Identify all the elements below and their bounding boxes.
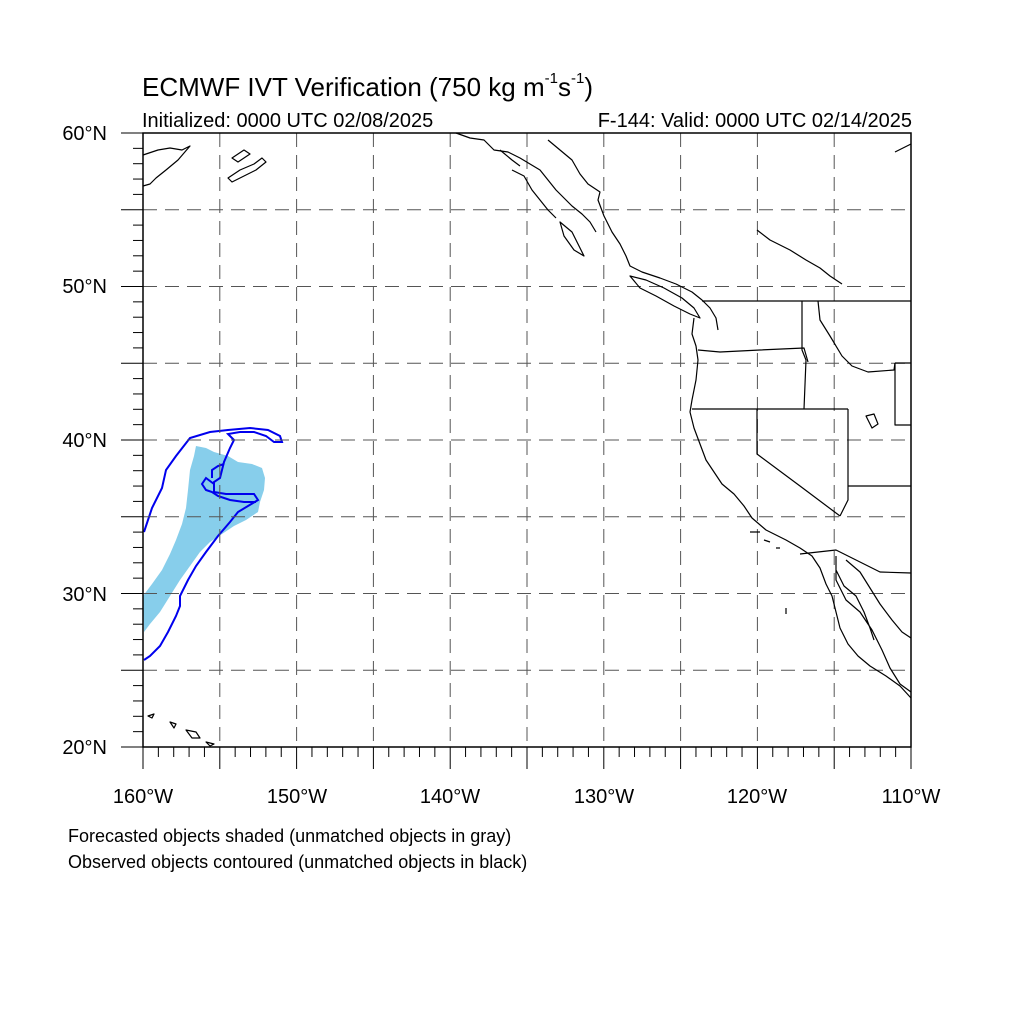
observed-object-contour-inner — [200, 476, 256, 503]
observed-object-contour-tail — [211, 463, 225, 478]
wy-border — [894, 362, 911, 426]
id-mt-border — [817, 300, 896, 373]
canada-lake — [894, 143, 912, 153]
initialized-time: Initialized: 0000 UTC 02/08/2025 — [142, 110, 434, 132]
baja-peninsula — [835, 556, 912, 693]
lat-label-60n: 60°N — [62, 123, 107, 145]
wa-or-coast — [689, 317, 912, 699]
channel-islands — [750, 531, 787, 614]
nv-az-border — [839, 409, 849, 517]
alaska-panhandle-islands — [499, 149, 585, 257]
alaska-panhandle — [455, 132, 597, 233]
valid-time: F-144: Valid: 0000 UTC 02/14/2025 — [597, 110, 912, 132]
wa-or-border — [697, 347, 809, 363]
lon-label-150w: 150°W — [266, 786, 328, 808]
alaska-coast — [142, 145, 191, 187]
id-wa-border — [801, 301, 807, 410]
lon-label-130w: 130°W — [573, 786, 635, 808]
lon-label-140w: 140°W — [419, 786, 481, 808]
map-title: ECMWF IVT Verification (750 kg m-1s-1) — [142, 70, 593, 102]
lat-label-50n: 50°N — [62, 276, 107, 298]
alaska-islands — [227, 149, 267, 183]
great-salt-lake — [865, 413, 879, 429]
observed-object-contour — [143, 426, 284, 661]
axis-ticks — [121, 132, 912, 769]
hawaii-islands — [147, 713, 215, 747]
forecast-object — [143, 446, 265, 632]
lon-label-120w: 120°W — [726, 786, 788, 808]
canada-interior — [756, 229, 843, 285]
bc-coast — [547, 139, 719, 331]
lat-lon-grid — [143, 133, 911, 747]
legend-forecast-note: Forecasted objects shaded (unmatched obj… — [68, 826, 512, 846]
coastlines — [142, 132, 912, 747]
lat-label-30n: 30°N — [62, 584, 107, 606]
vancouver-island — [629, 275, 701, 319]
legend-observed-note: Observed objects contoured (unmatched ob… — [68, 852, 528, 872]
ca-nv-border — [756, 409, 841, 517]
lat-label-40n: 40°N — [62, 430, 107, 452]
lon-label-110w: 110°W — [881, 786, 941, 808]
lat-label-20n: 20°N — [62, 737, 107, 759]
lon-label-160w: 160°W — [112, 786, 174, 808]
gulf-of-california-east — [845, 559, 912, 639]
us-mexico-border — [799, 549, 912, 574]
